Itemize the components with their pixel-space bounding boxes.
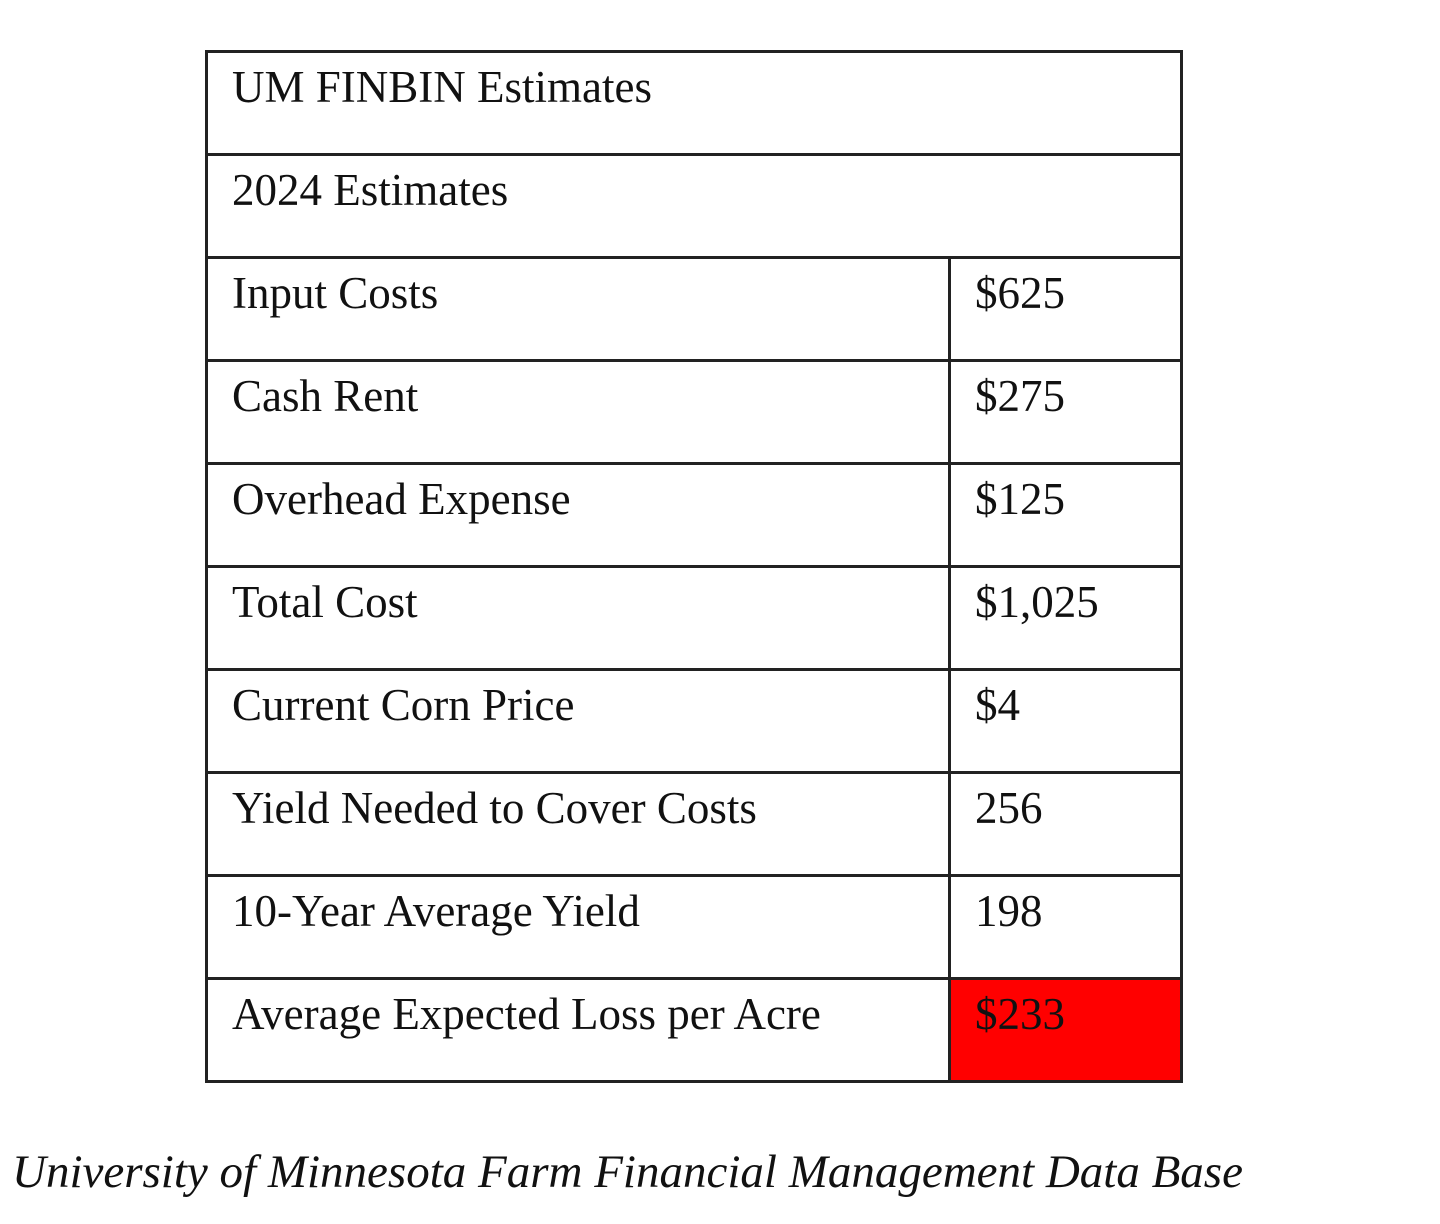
row-label: 10-Year Average Yield: [205, 874, 951, 980]
row-label: Input Costs: [205, 256, 951, 362]
row-value: $1,025: [948, 565, 1183, 671]
table-row: Average Expected Loss per Acre $233: [205, 977, 1183, 1083]
table-row: Overhead Expense $125: [205, 462, 1183, 568]
row-label: Average Expected Loss per Acre: [205, 977, 951, 1083]
table-subtitle: 2024 Estimates: [205, 153, 1183, 259]
estimates-table: UM FINBIN Estimates 2024 Estimates Input…: [205, 50, 1183, 1083]
subtitle-row: 2024 Estimates: [205, 153, 1183, 259]
row-value: $125: [948, 462, 1183, 568]
table-row: Current Corn Price $4: [205, 668, 1183, 774]
table-row: Input Costs $625: [205, 256, 1183, 362]
table-row: Cash Rent $275: [205, 359, 1183, 465]
table-row: 10-Year Average Yield 198: [205, 874, 1183, 980]
row-value: $625: [948, 256, 1183, 362]
row-label: Cash Rent: [205, 359, 951, 465]
row-value: $4: [948, 668, 1183, 774]
row-value: $275: [948, 359, 1183, 465]
row-label: Total Cost: [205, 565, 951, 671]
source-caption: University of Minnesota Farm Financial M…: [12, 1146, 1243, 1198]
table-row: Total Cost $1,025: [205, 565, 1183, 671]
row-label: Current Corn Price: [205, 668, 951, 774]
row-label: Yield Needed to Cover Costs: [205, 771, 951, 877]
row-value: $233: [948, 977, 1183, 1083]
title-row: UM FINBIN Estimates: [205, 50, 1183, 156]
row-value: 256: [948, 771, 1183, 877]
row-value: 198: [948, 874, 1183, 980]
table-title: UM FINBIN Estimates: [205, 50, 1183, 156]
table-row: Yield Needed to Cover Costs 256: [205, 771, 1183, 877]
row-label: Overhead Expense: [205, 462, 951, 568]
